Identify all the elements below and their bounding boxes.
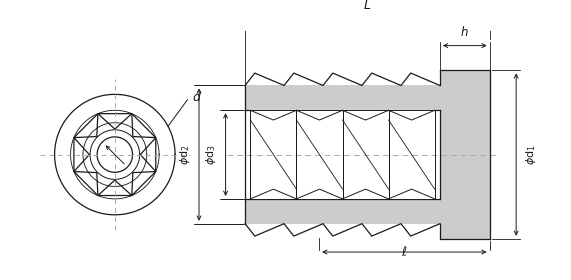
Polygon shape <box>343 189 389 199</box>
Polygon shape <box>296 189 343 199</box>
Text: L: L <box>364 0 371 12</box>
Polygon shape <box>250 110 296 120</box>
Text: $\phi$d$_3$: $\phi$d$_3$ <box>204 144 219 165</box>
Polygon shape <box>245 199 440 224</box>
Text: d: d <box>193 91 200 104</box>
Polygon shape <box>440 71 489 239</box>
Polygon shape <box>389 110 435 120</box>
Polygon shape <box>250 189 296 199</box>
Polygon shape <box>245 85 440 110</box>
Text: $\phi$d$_1$: $\phi$d$_1$ <box>524 144 538 165</box>
Polygon shape <box>296 110 343 120</box>
Text: $\ell$: $\ell$ <box>401 245 408 259</box>
Polygon shape <box>343 110 389 120</box>
Text: $\phi$d$_2$: $\phi$d$_2$ <box>178 144 192 165</box>
Text: h: h <box>461 25 469 39</box>
Polygon shape <box>389 189 435 199</box>
